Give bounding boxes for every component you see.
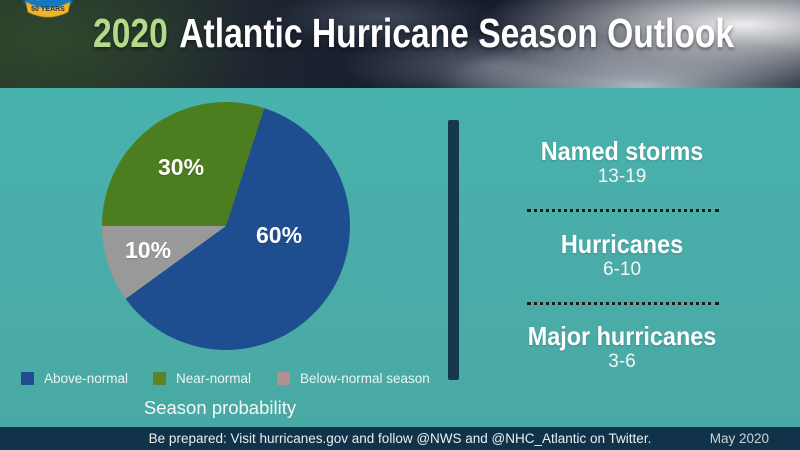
logo-text: 50 YEARS bbox=[31, 6, 65, 13]
dotted-divider bbox=[527, 302, 719, 305]
outlook-major-hurricanes-title: Major hurricanes bbox=[527, 321, 717, 351]
legend-item-near-normal: Near-normal bbox=[153, 371, 251, 386]
footer-message: Be prepared: Visit hurricanes.gov and fo… bbox=[148, 431, 652, 446]
legend-label-below-normal: Below-normal season bbox=[300, 371, 430, 386]
pie-slice-label-below-normal: 10% bbox=[125, 237, 172, 263]
outlook-major-hurricanes-range: 3-6 bbox=[608, 351, 636, 372]
outlook-hurricanes-title: Hurricanes bbox=[560, 229, 684, 259]
dotted-divider bbox=[527, 209, 719, 212]
title-year: 2020 bbox=[93, 10, 168, 56]
title-text: Atlantic Hurricane Season Outlook bbox=[179, 10, 735, 56]
season-probability-pie-chart bbox=[102, 102, 350, 350]
legend-swatch-near-normal bbox=[153, 372, 166, 385]
legend-item-above-normal: Above-normal bbox=[21, 371, 128, 386]
noaa-50-years-logo: 50 YEARS bbox=[22, 0, 74, 18]
header-banner: 50 YEARS 2020 Atlantic Hurricane Season O… bbox=[0, 0, 800, 88]
legend-swatch-below-normal bbox=[277, 372, 290, 385]
legend-swatch-above-normal bbox=[21, 372, 34, 385]
vertical-divider-bar bbox=[448, 120, 459, 380]
legend-label-near-normal: Near-normal bbox=[176, 371, 252, 386]
pie-slice-label-near-normal: 30% bbox=[158, 154, 205, 180]
footer-date: May 2020 bbox=[709, 431, 769, 446]
pie-slice-label-above-normal: 60% bbox=[256, 222, 303, 248]
outlook-hurricanes-range: 6-10 bbox=[602, 259, 642, 280]
legend-item-below-normal: Below-normal season bbox=[277, 371, 430, 386]
legend-label-above-normal: Above-normal bbox=[44, 371, 129, 386]
outlook-named-storms-title: Named storms bbox=[540, 136, 704, 166]
outlook-named-storms-range: 13-19 bbox=[597, 166, 647, 187]
footer-banner: Be prepared: Visit hurricanes.gov and fo… bbox=[0, 427, 800, 450]
chart-title: Season probability bbox=[143, 397, 297, 418]
page-title: 2020 Atlantic Hurricane Season Outlook bbox=[93, 10, 734, 57]
